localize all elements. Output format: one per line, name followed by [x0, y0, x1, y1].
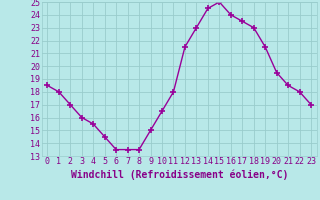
X-axis label: Windchill (Refroidissement éolien,°C): Windchill (Refroidissement éolien,°C)	[70, 169, 288, 180]
